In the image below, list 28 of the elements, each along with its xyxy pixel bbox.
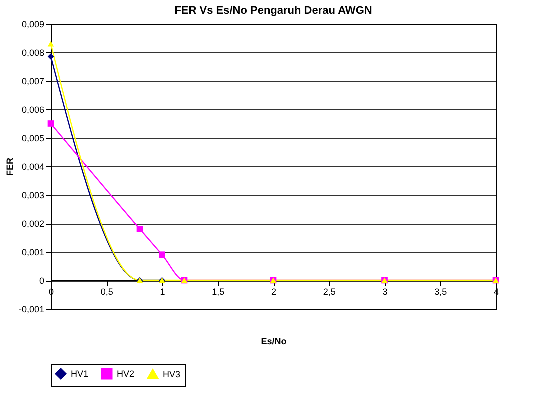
x-tick-label: 0,5: [100, 287, 114, 297]
y-tick-label: -0,001: [18, 304, 44, 314]
point: [159, 252, 166, 258]
y-tick-label: 0,001: [22, 248, 44, 258]
y-tick-label: 0,007: [22, 76, 44, 86]
legend-label: HV1: [71, 369, 89, 379]
y-tick-label: 0,004: [22, 162, 44, 172]
y-axis-title: FER: [4, 158, 15, 176]
x-tick-label: 1,5: [212, 287, 225, 297]
chart-title: FER Vs Es/No Pengaruh Derau AWGN: [174, 5, 372, 17]
y-tick-label: 0: [39, 276, 44, 286]
point: [48, 120, 54, 127]
point: [136, 226, 144, 232]
x-tick-label: 3: [382, 287, 388, 297]
y-tick-label: 0,009: [22, 20, 44, 30]
x-axis-title: Es/No: [261, 336, 288, 346]
legend-label: HV3: [163, 369, 181, 380]
y-tick-label: 0,008: [22, 48, 44, 58]
legend-label: HV2: [117, 369, 135, 379]
x-tick-label: 3,5: [434, 287, 448, 297]
y-tick-label: 0,006: [22, 105, 44, 115]
y-tick-label: 0,002: [22, 219, 44, 229]
x-tick-label: 1: [160, 287, 166, 297]
x-tick-label: 2,5: [323, 287, 336, 297]
x-tick-label: 2: [271, 287, 277, 297]
point: [48, 41, 54, 47]
y-tick-label: 0,005: [22, 134, 44, 144]
y-tick-label: 0,003: [22, 190, 44, 200]
